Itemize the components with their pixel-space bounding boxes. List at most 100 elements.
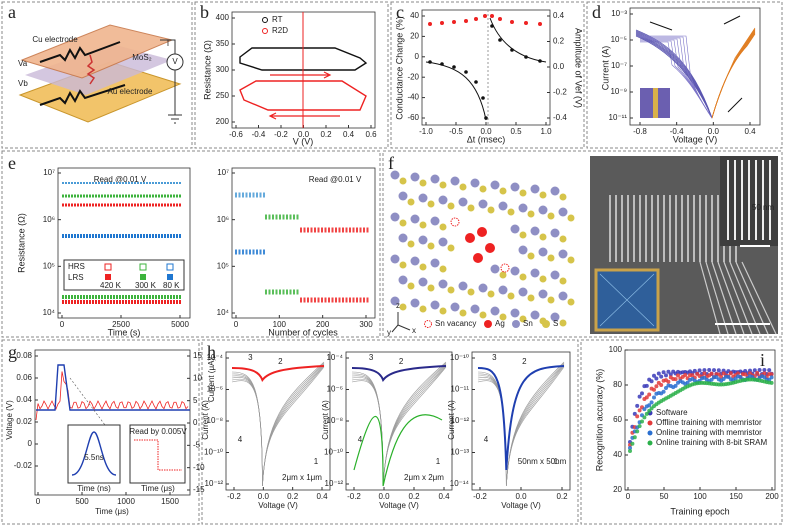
scatter-point — [676, 373, 680, 378]
marker — [498, 17, 502, 21]
atom — [547, 254, 555, 262]
atom — [427, 284, 435, 292]
scatter-point — [654, 384, 659, 389]
x-tick-label: 2500 — [112, 320, 130, 329]
legend-marker — [647, 430, 653, 436]
atom — [538, 247, 548, 257]
device-schematic — [18, 24, 184, 124]
y-tick-label: 15 — [193, 351, 202, 360]
y-tick-label: 40 — [410, 11, 419, 20]
y-tick-label: 10⁶ — [217, 215, 229, 224]
y-tick-label: 300 — [216, 65, 230, 74]
sweep — [351, 366, 447, 487]
atom — [467, 204, 475, 212]
axis-title: Current (A) — [201, 400, 210, 440]
arrow — [270, 71, 332, 79]
x-tick-label: 200 — [765, 492, 779, 501]
y-tick-label: 10⁻¹² — [325, 479, 344, 488]
atom — [507, 292, 515, 300]
panel-letter: b — [200, 2, 209, 22]
x-tick-label: 1500 — [161, 497, 179, 506]
marker — [498, 38, 502, 42]
annotation: 50nm x 50nm — [518, 457, 567, 466]
axes-glyph — [391, 312, 411, 333]
atom — [550, 312, 560, 322]
atom — [419, 263, 427, 271]
scatter-point — [692, 368, 697, 373]
atom — [559, 235, 567, 243]
annotation: MoS₂ — [132, 53, 152, 62]
x-tick-label: 0.4 — [316, 492, 328, 501]
atom — [407, 240, 415, 248]
axis-title: Time (μs) — [95, 507, 129, 516]
marker — [483, 14, 487, 18]
x-tick-label: 0.4 — [744, 127, 756, 136]
atom — [439, 265, 447, 273]
scatter-point — [652, 373, 656, 378]
axis-name: y — [387, 328, 391, 337]
y-tick-label: 10⁻¹⁰ — [450, 353, 469, 362]
axis-title: Δt (msec) — [467, 134, 506, 144]
marker — [464, 19, 468, 23]
scatter-point — [656, 371, 661, 376]
atom — [410, 172, 420, 182]
atom — [390, 212, 400, 222]
legend-marker — [166, 263, 174, 271]
atom — [398, 275, 408, 285]
atom — [518, 287, 528, 297]
sem-line — [735, 261, 769, 335]
atom — [407, 198, 415, 206]
atom — [439, 181, 447, 189]
y-tick-label: 10⁷ — [217, 168, 229, 177]
legend-marker — [140, 274, 146, 280]
x-tick-label: 0.4 — [438, 492, 450, 501]
atom — [410, 256, 420, 266]
x-tick-label: 0.0 — [708, 127, 720, 136]
y-tick-label: -5 — [193, 440, 201, 449]
y-tick-label: 0.0 — [553, 62, 565, 71]
atom — [485, 243, 495, 253]
vacancy — [450, 217, 460, 227]
atom — [527, 210, 535, 218]
atom — [430, 216, 440, 226]
scatter-point — [666, 369, 671, 374]
atom — [490, 180, 500, 190]
y-tick-label: -0.2 — [553, 88, 567, 97]
atom — [430, 300, 440, 310]
atom — [499, 313, 507, 321]
scatter-point — [666, 379, 671, 384]
y-tick-label: 10⁵ — [43, 261, 55, 270]
sem-line — [699, 261, 721, 335]
scatter-point — [635, 403, 640, 408]
atom — [510, 182, 520, 192]
axis-title: Current (A) — [321, 400, 330, 440]
axis-title: Resistance (Ω) — [16, 213, 26, 273]
axis-name: x — [412, 326, 416, 335]
sweep — [477, 366, 565, 487]
sem-line — [705, 261, 729, 335]
atom — [530, 184, 540, 194]
atom — [519, 273, 527, 281]
axis-title: Recognition accuracy (%) — [594, 369, 604, 472]
atom — [438, 279, 448, 289]
x-tick-label: -0.5 — [449, 127, 463, 136]
axis-title: Current (A) — [600, 46, 610, 91]
x-tick-label: 200 — [316, 320, 330, 329]
y-tick-label: -20 — [407, 72, 419, 81]
scatter-point — [716, 368, 721, 373]
atom — [499, 187, 507, 195]
atom — [450, 302, 460, 312]
y-tick-label: -15 — [193, 485, 205, 494]
scatter-point — [647, 392, 652, 397]
atom — [398, 233, 408, 243]
y-tick-label: 350 — [216, 39, 230, 48]
scatter-point — [642, 415, 647, 420]
legend-box — [63, 259, 185, 291]
y-tick-label: 0 — [28, 439, 33, 448]
atom — [507, 208, 515, 216]
y-tick-label: 5 — [193, 396, 198, 405]
scatter-point — [659, 374, 664, 379]
atom — [447, 244, 455, 252]
step-label: 2 — [278, 357, 283, 366]
atom — [530, 268, 540, 278]
